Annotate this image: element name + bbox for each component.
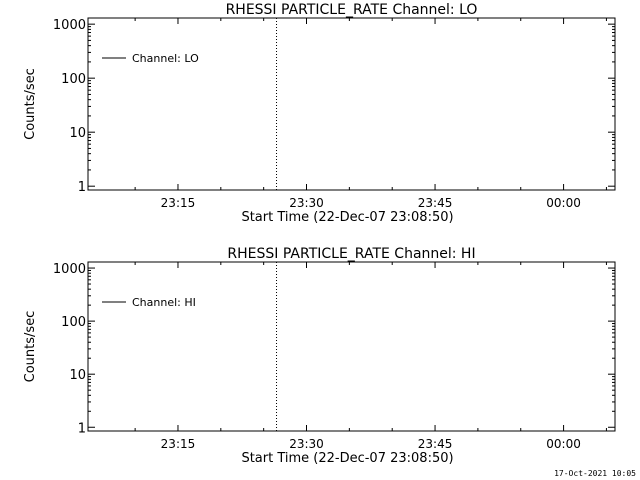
legend-label: Channel: LO — [132, 52, 199, 65]
x-tick-label: 23:15 — [161, 437, 196, 451]
chart-panel-1: RHESSI PARTICLE_RATE Channel: LO 23:15 23:… — [23, 2, 616, 225]
footer-timestamp: 17-Oct-2021 10:05 — [554, 469, 636, 478]
chart-title: RHESSI PARTICLE_RATE Channel: HI — [227, 246, 475, 262]
chart-panel-2: RHESSI PARTICLE_RATE Channel: HI 23:15 23:… — [23, 246, 616, 466]
chart-title: RHESSI PARTICLE_RATE Channel: LO — [226, 2, 478, 18]
y-tick-label: 1 — [78, 421, 86, 436]
x-tick-label: 00:00 — [546, 196, 581, 210]
x-axis-label: Start Time (22-Dec-07 23:08:50) — [241, 451, 453, 466]
y-tick-label: 10 — [69, 368, 86, 383]
y-tick-label: 100 — [61, 72, 86, 87]
y-tick-label: 1 — [78, 180, 86, 195]
x-tick-label: 23:30 — [289, 437, 324, 451]
plot-frame — [87, 261, 616, 432]
legend-label: Channel: HI — [132, 296, 196, 309]
x-tick-label: 23:30 — [289, 196, 324, 210]
y-tick-label: 1000 — [53, 18, 86, 33]
y-tick-label: 10 — [69, 126, 86, 141]
y-tick-label: 1000 — [53, 262, 86, 277]
x-axis-label: Start Time (22-Dec-07 23:08:50) — [241, 210, 453, 225]
y-tick-label: 100 — [61, 315, 86, 330]
x-tick-label: 23:45 — [418, 437, 453, 451]
x-tick-label: 23:15 — [161, 196, 196, 210]
plot-frame — [87, 17, 616, 191]
x-tick-label: 23:45 — [418, 196, 453, 210]
y-axis-label: Counts/sec — [23, 311, 38, 383]
y-axis-label: Counts/sec — [23, 68, 38, 140]
x-tick-label: 00:00 — [546, 437, 581, 451]
